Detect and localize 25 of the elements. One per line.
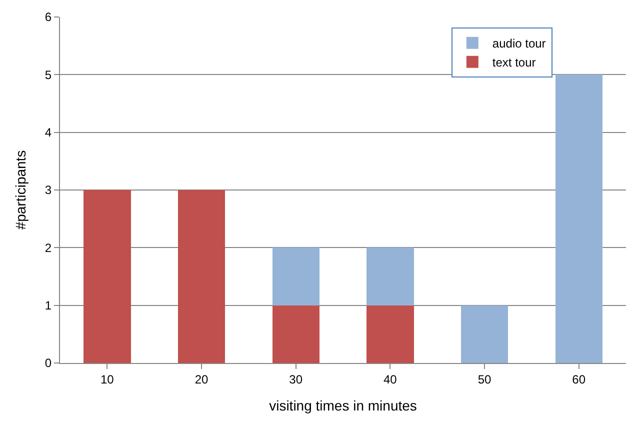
bar: [366, 248, 414, 306]
x-tick-label: 20: [194, 372, 208, 386]
y-tick-label: 2: [44, 240, 52, 255]
bar: [272, 305, 320, 363]
bar: [84, 190, 131, 363]
bar: [272, 248, 320, 306]
y-tick-label: 3: [44, 183, 52, 198]
legend-label: text tour: [492, 56, 536, 70]
y-tick-label: 0: [44, 356, 52, 370]
x-tick-label: 40: [383, 372, 398, 386]
bar: [178, 190, 226, 363]
x-axis-title: visiting times in minutes: [269, 398, 417, 414]
legend-label: audio tour: [492, 36, 546, 51]
x-tick-label: 60: [572, 372, 586, 386]
y-tick-label: 1: [44, 298, 52, 313]
x-tick-label: 10: [100, 372, 114, 386]
bar: [555, 74, 602, 363]
bar: [366, 305, 414, 363]
y-tick-label: 6: [44, 10, 52, 24]
bar: [460, 305, 508, 363]
y-tick-label: 5: [44, 68, 52, 82]
y-tick-label: 4: [44, 126, 52, 140]
x-tick-label: 30: [289, 372, 303, 386]
x-tick-label: 50: [478, 372, 492, 386]
y-axis-title: #participants: [12, 150, 29, 230]
